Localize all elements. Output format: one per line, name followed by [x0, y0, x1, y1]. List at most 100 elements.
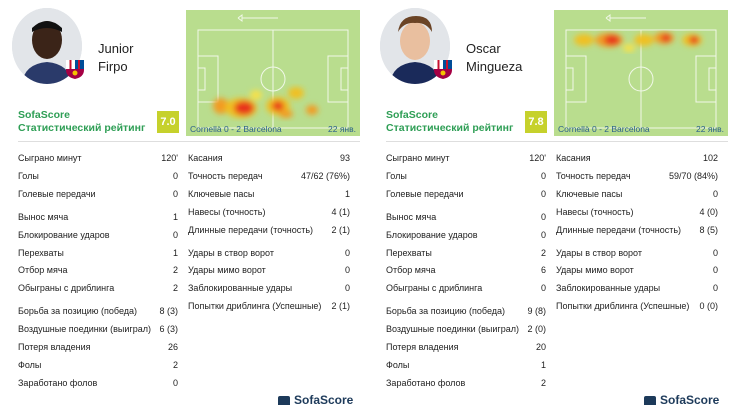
stat-row: Обыграны с дриблинга 2 [18, 280, 178, 298]
stat-value: 47/62 (76%) [300, 170, 350, 181]
stat-value: 9 (8) [527, 306, 546, 317]
brand-label: SofaScore [386, 109, 438, 121]
player-card-mingueza: Oscar Mingueza [376, 0, 730, 414]
barcelona-crest-icon [432, 58, 454, 80]
stat-label: Удары мимо ворот [556, 265, 634, 276]
stat-value: 0 [344, 283, 350, 294]
stat-row: Навесы (точность) 4 (0) [556, 204, 718, 222]
stat-row: Голевые передачи 0 [18, 186, 178, 204]
last-name: Firpo [98, 59, 128, 74]
stat-label: Длинные передачи (точность) [188, 224, 314, 235]
stat-value: 8 (3) [159, 306, 178, 317]
stat-row: Навесы (точность) 4 (1) [188, 204, 350, 222]
stat-label: Касания [556, 153, 591, 163]
stat-label: Воздушные поединки (выиграл) [386, 324, 519, 335]
stat-row: Потеря владения 20 [386, 339, 546, 357]
stat-value: 0 [712, 188, 718, 199]
stat-value: 20 [535, 342, 546, 353]
stat-label: Обыграны с дриблинга [18, 283, 115, 294]
stat-value: 0 [540, 229, 546, 240]
stat-label: Длинные передачи (точность) [556, 224, 682, 235]
stat-value: 2 [172, 265, 178, 276]
stats-right: Касания 102 Точность передач 59/70 (84%) Клю… [556, 150, 718, 316]
stat-label: Потеря владения [386, 342, 459, 353]
rating-label: Статистический рейтинг [386, 122, 514, 134]
stat-value: 0 [540, 283, 546, 294]
stat-row: Заблокированные удары 0 [556, 280, 718, 298]
stat-label: Навесы (точность) [188, 206, 266, 217]
stat-row: Точность передач 59/70 (84%) [556, 168, 718, 186]
stat-row: Голевые передачи 0 [386, 186, 546, 204]
stat-row: Вынос мяча 0 [386, 209, 546, 227]
match-score: Cornellà 0 - 2 Barcelona [558, 124, 650, 134]
stat-row: Фолы 2 [18, 357, 178, 375]
footer-logo: SofaScore [278, 393, 353, 407]
stat-row: Ключевые пасы 0 [556, 186, 718, 204]
stat-label: Голы [386, 170, 407, 181]
stat-label: Удары мимо ворот [188, 265, 266, 276]
stat-row: Перехваты 2 [386, 245, 546, 263]
stat-row: Борьба за позицию (победа) 9 (8) [386, 303, 546, 321]
stat-label: Голевые передачи [386, 188, 464, 199]
match-date: 22 янв. [328, 124, 356, 134]
footer-logo: SofaScore [644, 393, 719, 407]
stat-label: Обыграны с дриблинга [386, 283, 483, 294]
stat-label: Вынос мяча [386, 211, 437, 222]
match-info: Cornellà 0 - 2 Barcelona 22 янв. [554, 124, 728, 134]
stat-row: Удары мимо ворот 0 [556, 262, 718, 280]
stat-label: Навесы (точность) [556, 206, 634, 217]
stat-row: Попытки дриблинга (Успешные) 2 (1) [188, 298, 350, 316]
stat-label: Отбор мяча [386, 265, 436, 276]
stat-label: Отбор мяча [18, 265, 68, 276]
footer-brand: SofaScore [294, 393, 354, 407]
stat-label: Голевые передачи [18, 188, 96, 199]
stat-value: 6 [540, 265, 546, 276]
stat-value: 2 (0) [527, 324, 546, 335]
stat-row: Длинные передачи (точность) 8 (5) [556, 222, 718, 240]
stat-value: 2 [172, 359, 178, 370]
stat-row: Обыграны с дриблинга 0 [386, 280, 546, 298]
stat-value: 0 [712, 283, 718, 294]
stat-label: Заблокированные удары [188, 283, 293, 294]
stat-row: Заблокированные удары 0 [188, 280, 350, 298]
stat-row: Сыграно минут 120' [18, 150, 178, 168]
footer-brand: SofaScore [660, 393, 720, 407]
stat-row: Перехваты 1 [18, 245, 178, 263]
stat-label: Фолы [18, 359, 42, 370]
stat-label: Ключевые пасы [188, 188, 255, 199]
stat-row: Блокирование ударов 0 [18, 227, 178, 245]
first-name: Oscar [466, 41, 501, 56]
stat-label: Попытки дриблинга (Успешные) [556, 301, 690, 312]
stat-label: Точность передач [188, 170, 263, 181]
stat-row: Удары в створ ворот 0 [188, 245, 350, 263]
stat-row: Удары в створ ворот 0 [556, 245, 718, 263]
stat-label: Сыграно минут [386, 153, 450, 163]
stat-label: Заблокированные удары [556, 283, 661, 294]
rating-label: Статистический рейтинг [18, 122, 146, 134]
stat-label: Заработано фолов [386, 377, 466, 388]
stat-row: Попытки дриблинга (Успешные) 0 (0) [556, 298, 718, 316]
last-name: Mingueza [466, 59, 523, 74]
stat-value: 93 [339, 153, 350, 163]
player-card-firpo: Junior Firpo [8, 0, 362, 414]
stat-row: Отбор мяча 6 [386, 262, 546, 280]
stat-row: Вынос мяча 1 [18, 209, 178, 227]
stat-label: Сыграно минут [18, 153, 82, 163]
stat-label: Блокирование ударов [386, 229, 478, 240]
stat-value: 0 [172, 170, 178, 181]
stat-value: 4 (0) [699, 206, 718, 217]
stat-label: Голы [18, 170, 39, 181]
stat-row: Ключевые пасы 1 [188, 186, 350, 204]
stat-row: Заработано фолов 0 [18, 375, 178, 393]
stat-row: Длинные передачи (точность) 2 (1) [188, 222, 350, 240]
stat-value: 0 [712, 265, 718, 276]
stat-value: 6 (3) [159, 324, 178, 335]
stat-value: 120' [529, 153, 546, 163]
stat-value: 4 (1) [331, 206, 350, 217]
stat-row: Сыграно минут 120' [386, 150, 546, 168]
heatmap [186, 10, 360, 136]
stat-value: 0 [344, 247, 350, 258]
player-photo [12, 8, 82, 84]
stat-value: 1 [540, 359, 546, 370]
match-date: 22 янв. [696, 124, 724, 134]
